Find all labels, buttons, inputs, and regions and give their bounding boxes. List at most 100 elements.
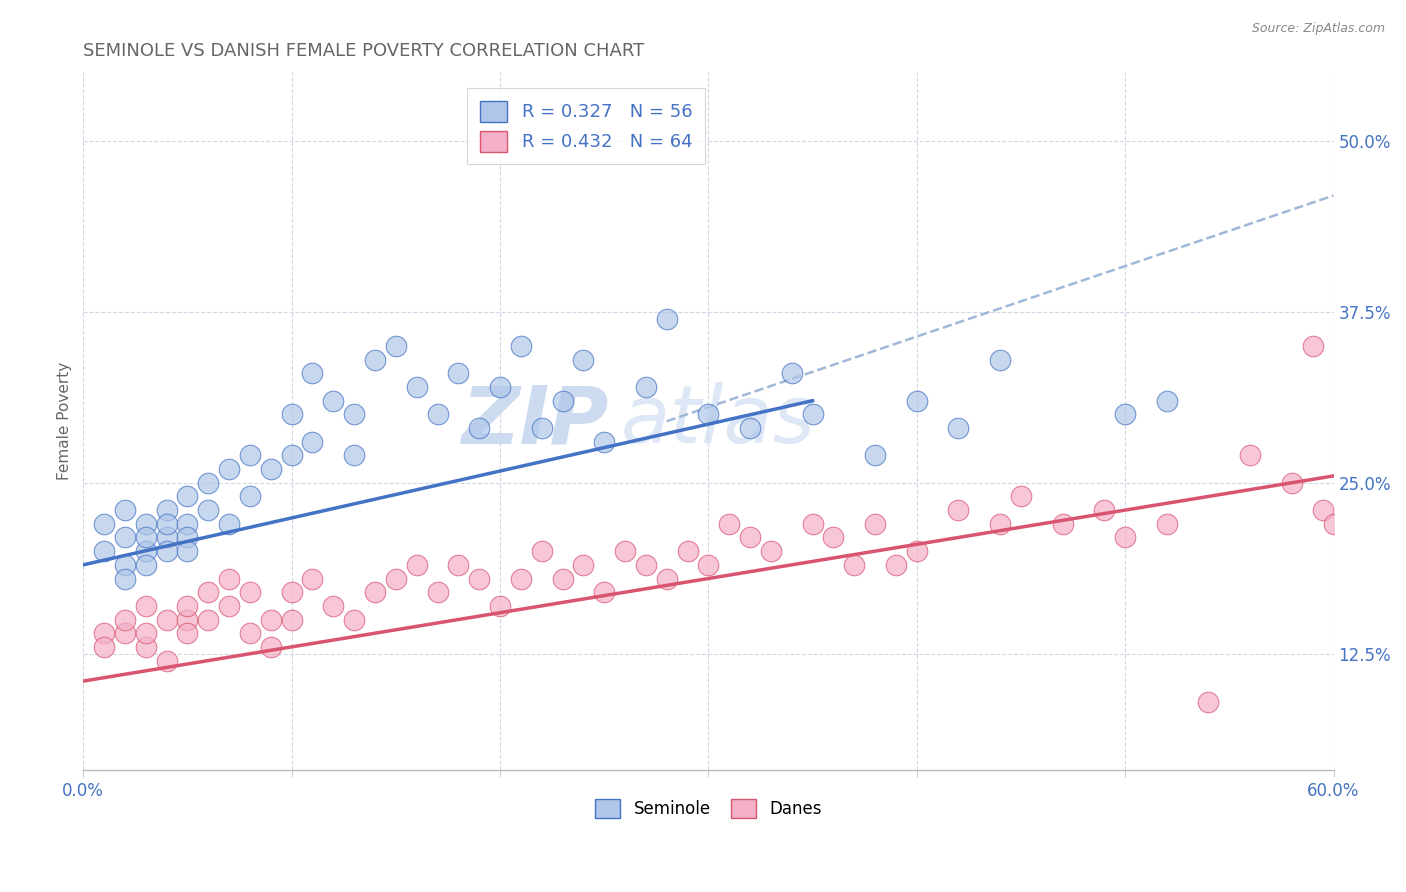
- Point: [1302, 339, 1324, 353]
- Point: [530, 544, 553, 558]
- Point: [93, 516, 115, 531]
- Point: [655, 572, 678, 586]
- Point: [364, 352, 387, 367]
- Point: [988, 352, 1011, 367]
- Text: ZIP: ZIP: [461, 382, 609, 460]
- Point: [738, 421, 761, 435]
- Point: [1052, 516, 1074, 531]
- Point: [405, 558, 427, 572]
- Point: [218, 572, 240, 586]
- Point: [176, 490, 198, 504]
- Point: [135, 531, 157, 545]
- Point: [114, 503, 136, 517]
- Point: [634, 380, 657, 394]
- Point: [468, 421, 491, 435]
- Point: [260, 613, 283, 627]
- Point: [551, 572, 574, 586]
- Point: [1198, 695, 1220, 709]
- Point: [1322, 516, 1344, 531]
- Point: [1092, 503, 1115, 517]
- Point: [1239, 449, 1261, 463]
- Point: [593, 585, 616, 599]
- Point: [697, 558, 720, 572]
- Point: [343, 613, 366, 627]
- Point: [1114, 408, 1136, 422]
- Point: [156, 544, 179, 558]
- Point: [655, 311, 678, 326]
- Point: [218, 516, 240, 531]
- Point: [239, 585, 262, 599]
- Point: [135, 516, 157, 531]
- Point: [489, 380, 512, 394]
- Point: [176, 544, 198, 558]
- Point: [239, 626, 262, 640]
- Point: [738, 531, 761, 545]
- Point: [135, 599, 157, 613]
- Point: [823, 531, 845, 545]
- Text: SEMINOLE VS DANISH FEMALE POVERTY CORRELATION CHART: SEMINOLE VS DANISH FEMALE POVERTY CORREL…: [83, 42, 644, 60]
- Point: [884, 558, 907, 572]
- Point: [530, 421, 553, 435]
- Point: [863, 449, 886, 463]
- Point: [114, 626, 136, 640]
- Point: [343, 449, 366, 463]
- Point: [156, 531, 179, 545]
- Point: [280, 585, 302, 599]
- Point: [176, 613, 198, 627]
- Point: [135, 544, 157, 558]
- Point: [239, 449, 262, 463]
- Point: [197, 475, 219, 490]
- Point: [988, 516, 1011, 531]
- Point: [176, 599, 198, 613]
- Point: [468, 572, 491, 586]
- Point: [176, 531, 198, 545]
- Point: [218, 462, 240, 476]
- Point: [135, 558, 157, 572]
- Point: [260, 462, 283, 476]
- Point: [593, 434, 616, 449]
- Point: [509, 572, 531, 586]
- Point: [197, 613, 219, 627]
- Point: [572, 558, 595, 572]
- Point: [447, 558, 470, 572]
- Point: [135, 626, 157, 640]
- Point: [948, 503, 970, 517]
- Point: [405, 380, 427, 394]
- Point: [93, 626, 115, 640]
- Point: [697, 408, 720, 422]
- Point: [634, 558, 657, 572]
- Point: [385, 572, 408, 586]
- Point: [1312, 503, 1334, 517]
- Point: [426, 585, 449, 599]
- Point: [1114, 531, 1136, 545]
- Point: [197, 503, 219, 517]
- Point: [176, 516, 198, 531]
- Point: [801, 516, 824, 531]
- Point: [343, 408, 366, 422]
- Point: [1281, 475, 1303, 490]
- Point: [114, 572, 136, 586]
- Point: [135, 640, 157, 654]
- Point: [572, 352, 595, 367]
- Point: [718, 516, 741, 531]
- Point: [1010, 490, 1032, 504]
- Point: [156, 516, 179, 531]
- Point: [614, 544, 637, 558]
- Point: [780, 367, 803, 381]
- Point: [905, 544, 928, 558]
- Point: [114, 558, 136, 572]
- Point: [93, 640, 115, 654]
- Point: [447, 367, 470, 381]
- Point: [385, 339, 408, 353]
- Text: atlas: atlas: [621, 382, 815, 460]
- Point: [364, 585, 387, 599]
- Point: [280, 408, 302, 422]
- Point: [301, 367, 323, 381]
- Point: [197, 585, 219, 599]
- Point: [280, 449, 302, 463]
- Point: [863, 516, 886, 531]
- Point: [218, 599, 240, 613]
- Point: [948, 421, 970, 435]
- Point: [176, 626, 198, 640]
- Point: [1156, 393, 1178, 408]
